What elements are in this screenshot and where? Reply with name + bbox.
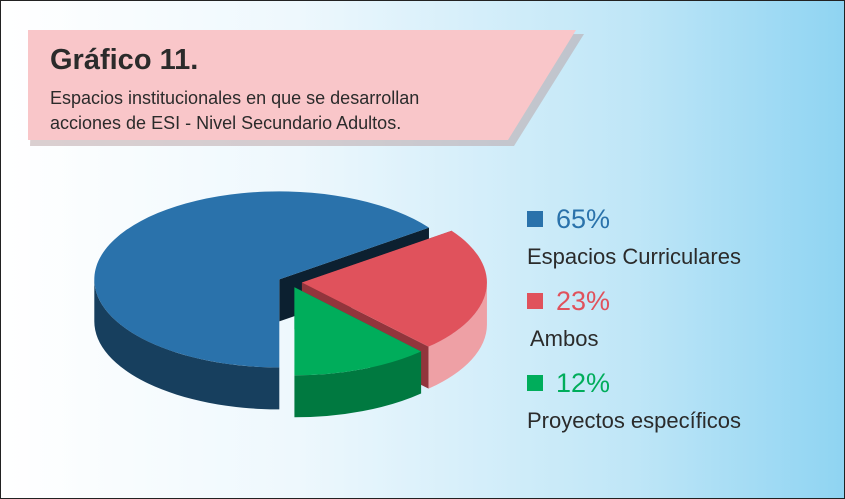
legend-value: 23% — [556, 286, 610, 316]
legend-value: 65% — [556, 204, 610, 234]
pie-slice — [294, 287, 422, 376]
legend-label: Proyectos específicos — [527, 408, 741, 433]
legend-label: Espacios Curriculares — [527, 244, 741, 269]
legend-swatch — [527, 375, 543, 391]
pie-slice — [94, 191, 429, 368]
legend-label: Ambos — [530, 326, 598, 351]
pie-side — [94, 279, 280, 410]
legend-swatch — [527, 211, 543, 227]
pie-slice — [301, 230, 487, 347]
title: Gráfico 11. — [50, 44, 199, 76]
title-banner — [28, 30, 584, 146]
subtitle: Espacios institucionales en que se desar… — [50, 88, 420, 133]
pie-side — [428, 282, 487, 389]
legend-value: 12% — [556, 368, 610, 398]
legend-swatch — [527, 293, 543, 309]
pie-side — [294, 351, 422, 418]
